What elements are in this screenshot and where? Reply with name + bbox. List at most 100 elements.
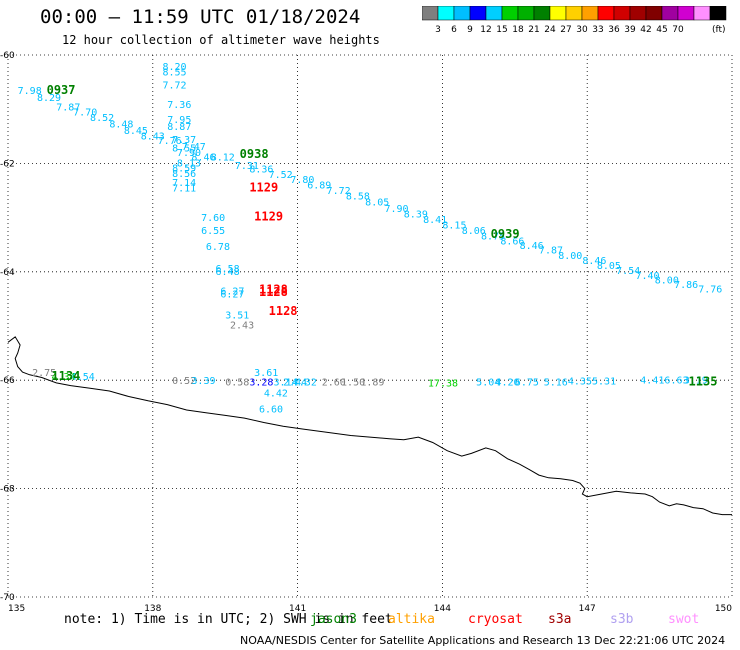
wave-height-label: 8.00: [655, 276, 679, 287]
wave-height-label: 8.55: [172, 143, 196, 154]
wave-height-label: 8.55: [162, 68, 186, 79]
wave-height-label: 8.46: [191, 153, 215, 164]
pass-time-label: 1128: [259, 285, 288, 299]
wave-height-label: 1.50: [341, 378, 365, 389]
satellite-cryosat: cryosat: [468, 612, 523, 627]
wave-height-label: 6.58: [216, 264, 240, 275]
longitude-tick-label: 147: [579, 604, 596, 614]
wave-height-label: 17.38: [428, 379, 458, 390]
footer-note: note: 1) Time is in UTC; 2) SWH is in fe…: [64, 612, 393, 627]
wave-height-label: 7.76: [698, 284, 722, 295]
latitude-tick-label: -64: [0, 268, 15, 278]
colorbar-label: 30: [576, 25, 588, 35]
wave-height-label: 8.41: [423, 215, 447, 226]
wave-height-label: 0.52: [172, 376, 196, 387]
wave-height-label: 4.20: [495, 378, 519, 389]
colorbar-label: 36: [608, 25, 620, 35]
wave-height-label: 7.72: [327, 186, 351, 197]
wave-height-label: 6.60: [259, 405, 283, 416]
wave-height-label: 6.63: [664, 375, 688, 386]
wave-height-label: 8.46: [520, 241, 544, 252]
colorbar-label: 6: [451, 25, 457, 35]
wave-height-label: 7.52: [269, 170, 293, 181]
colorbar-label: 33: [592, 25, 603, 35]
wave-height-label: 8.66: [500, 237, 524, 248]
wave-height-label: 4.35: [568, 377, 592, 388]
pass-time-label: 1128: [259, 282, 288, 296]
wave-height-label: 3.61: [254, 368, 278, 379]
wave-height-label: 7.47: [182, 142, 206, 153]
pass-time-label: 1135: [689, 375, 718, 389]
colorbar-label: 42: [640, 25, 651, 35]
wave-height-label: 6.27: [220, 289, 244, 300]
wave-height-label: 7.87: [539, 245, 563, 256]
wave-height-label: 7.40: [635, 271, 659, 282]
wave-height-values: 7.988.297.877.708.528.488.458.437.768.20…: [18, 62, 723, 416]
wave-height-label: 7.14: [172, 178, 196, 189]
wave-height-label: 8.06: [462, 226, 486, 237]
colorbar-label: 12: [480, 25, 491, 35]
wave-height-label: 5.31: [592, 377, 616, 388]
wave-height-label: 7.70: [73, 108, 97, 119]
wave-height-label: 7.72: [162, 81, 186, 92]
wave-height-label: 8.43: [141, 132, 165, 143]
latitude-tick-label: -60: [0, 51, 15, 61]
wave-height-label: 5.16: [544, 378, 568, 389]
longitude-tick-label: 144: [434, 604, 451, 614]
wave-height-label: 8.39: [404, 210, 428, 221]
wave-height-label: 6.89: [307, 180, 331, 191]
satellite-s3b: s3b: [610, 612, 634, 627]
wave-height-label: 8.59: [172, 164, 196, 175]
wave-height-label: 3.39: [191, 376, 215, 387]
colorbar-label: 15: [496, 25, 507, 35]
wave-height-label: 2.75: [32, 368, 56, 379]
wave-height-label: 8.05: [365, 198, 389, 209]
satellite-jason3: jason3: [310, 612, 357, 627]
wave-height-label: 4.32: [293, 378, 317, 389]
wave-height-label: 5.04: [476, 378, 500, 389]
wave-height-label: 6.55: [201, 226, 225, 237]
wave-height-label: 4.54: [71, 372, 95, 383]
page-title: 00:00 – 11:59 UTC 01/18/2024: [40, 6, 361, 28]
wave-height-label: 2.44: [283, 378, 307, 389]
satellite-s3a: s3a: [548, 612, 572, 627]
wave-height-label: 6.78: [206, 242, 230, 253]
latitude-tick-label: -68: [0, 485, 15, 495]
colorbar-unit: (ft): [712, 25, 726, 35]
wave-height-label: 4.34: [51, 372, 75, 383]
wave-height-label: 8.58: [346, 192, 370, 203]
colorbar-label: 18: [512, 25, 524, 35]
wave-height-label: 8.29: [37, 93, 61, 104]
wave-height-label: 8.36: [249, 165, 273, 176]
latitude-tick-label: -70: [0, 593, 15, 603]
wave-height-label: 8.12: [211, 153, 235, 164]
longitude-tick-label: 150: [715, 604, 732, 614]
wave-height-label: 8.00: [558, 251, 582, 262]
colorbar-label: 3: [435, 25, 441, 35]
wave-height-label: 8.48: [109, 120, 133, 131]
pass-time-label: 0939: [491, 227, 520, 241]
colorbar-swatch: [709, 6, 727, 21]
pass-time-label: 0938: [240, 147, 269, 161]
wave-height-label: 8.52: [90, 113, 114, 124]
pass-time-label: 1129: [254, 209, 283, 223]
wave-height-label: 8.56: [172, 169, 196, 180]
colorbar-label: 27: [560, 25, 571, 35]
wave-height-label: 8.87: [167, 122, 191, 133]
wave-height-label: 7.95: [167, 115, 191, 126]
wave-height-label: 6.48: [216, 267, 240, 278]
wave-height-label: 7.11: [172, 184, 196, 195]
wave-height-label: 7.31: [235, 161, 259, 172]
colorbar-label: 45: [656, 25, 667, 35]
longitude-tick-label: 138: [144, 604, 161, 614]
longitude-tick-label: 135: [8, 604, 25, 614]
wave-height-label: 3.51: [225, 310, 249, 321]
wave-height-label: 3.19: [684, 375, 708, 386]
footer-credit: NOAA/NESDIS Center for Satellite Applica…: [240, 634, 726, 647]
wave-height-label: 7.80: [290, 175, 314, 186]
graticule: [7, 54, 733, 598]
wave-height-label: 1.89: [360, 378, 384, 389]
wave-height-label: 8.75: [481, 231, 505, 242]
